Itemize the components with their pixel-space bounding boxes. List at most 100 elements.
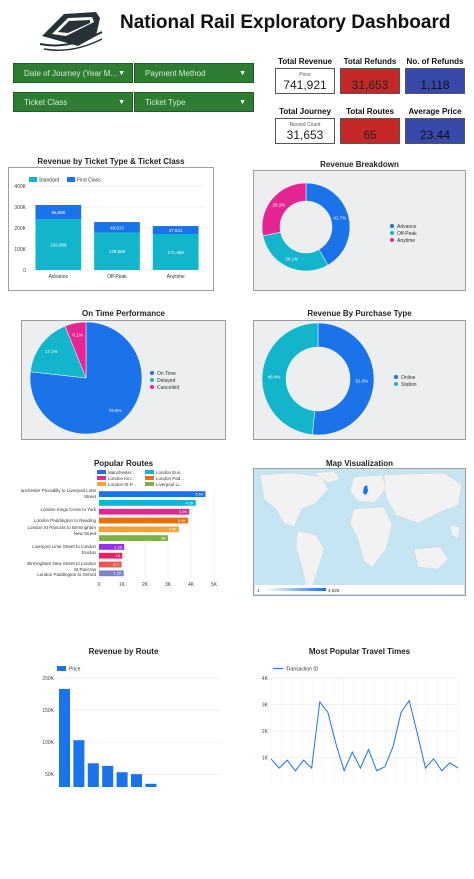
legend-label: Cancelled (157, 385, 179, 391)
travel-times-chart: Transaction ID 1K 2K 3K 4K (262, 667, 459, 784)
y-tick-label: 200K (42, 676, 54, 682)
payment-filter-label: Payment Method (145, 69, 206, 78)
y-tick-label: St Pancras (74, 567, 97, 572)
route-bar (99, 544, 125, 550)
legend-label: Anytime (397, 238, 415, 244)
y-tick-label: Street (84, 494, 97, 499)
legend-dot (150, 378, 154, 382)
x-tick-label: 0 (98, 582, 101, 588)
ticket-class-filter[interactable]: Ticket Class ▼ (13, 92, 133, 112)
y-tick-label: 100K (14, 247, 26, 253)
legend-swatch (57, 666, 66, 671)
chevron-down-icon: ▼ (239, 70, 246, 77)
ticket-class-filter-label: Ticket Class (24, 98, 68, 107)
legend-label: Manchester... (108, 470, 135, 475)
total-revenue-sublabel: Price (299, 72, 311, 78)
legend-label: First Class (77, 178, 101, 184)
total-journey-label: Total Journey (279, 107, 331, 116)
legend-label: Standard (39, 178, 60, 184)
slice-label: 41.7% (333, 215, 346, 220)
slice-label: 76.8% (109, 408, 122, 413)
x-tick-label: Anytime (167, 274, 185, 280)
bar (59, 688, 70, 787)
total-routes-label: Total Routes (346, 107, 394, 116)
bar (131, 774, 142, 787)
y-tick-label: 400K (14, 184, 26, 190)
num-refunds-label: No. of Refunds (406, 57, 464, 66)
route-bar (99, 552, 123, 559)
slice-label: 48.4% (268, 374, 281, 379)
average-price-label: Average Price (408, 107, 462, 116)
legend-label: Price (69, 667, 81, 673)
data-label: 171,468 (168, 250, 185, 255)
bar-segment (35, 204, 82, 219)
scale-min-label: 1 (257, 588, 260, 593)
legend-swatch (145, 482, 154, 486)
data-label: 37,841 (169, 228, 183, 233)
route-bar (99, 517, 189, 524)
revenue-ticket-panel: 0 100K 200K 300K 400K Standard First Class 242,… (8, 167, 214, 291)
y-tick-label: 100K (42, 740, 54, 746)
land-mass (349, 474, 387, 504)
total-journey-value: 31,653 (286, 128, 324, 142)
bar (73, 740, 85, 787)
data-label: 4.6K (195, 492, 204, 497)
legend-dot (394, 382, 398, 386)
date-of-journey-filter[interactable]: Date of Journey (Year M... ▼ (13, 63, 133, 83)
bar (116, 772, 128, 787)
total-journey-sublabel: Record Count (289, 122, 321, 128)
data-label: 178,666 (109, 249, 126, 254)
series-line (270, 699, 459, 773)
legend-label: London Kin... (108, 476, 135, 481)
land-mass (349, 506, 393, 568)
y-tick-label: 150K (42, 708, 54, 714)
payment-method-filter[interactable]: Payment Method ▼ (134, 63, 254, 83)
map-chart: 1 4,628 (254, 469, 465, 595)
map-title: Map Visualization (326, 459, 393, 468)
data-label: 1.1K (114, 544, 123, 549)
legend-label: Delayed (157, 378, 176, 384)
route-bar (99, 526, 179, 533)
legend-label: Online (401, 375, 416, 381)
total-refunds-value: 31,653 (351, 78, 389, 92)
x-tick-label: 2K (142, 582, 149, 588)
y-tick-label: Manchester Piccadilly to Liverpool Lime (21, 488, 96, 493)
average-price-card: 23.44 (405, 118, 465, 144)
num-refunds-value: 1,118 (420, 78, 450, 92)
pie-slice (30, 325, 87, 379)
y-tick-label: 200K (14, 226, 26, 232)
bar-segment (94, 232, 140, 270)
total-routes-card: 65 (340, 118, 400, 144)
revenue-ticket-chart: 0 100K 200K 300K 400K Standard First Class 242,… (14, 177, 205, 280)
color-scale (266, 588, 326, 591)
legend-dot (390, 231, 394, 235)
legend-swatch (145, 470, 154, 474)
ticket-type-filter[interactable]: Ticket Type ▼ (134, 92, 254, 112)
y-tick-label: 2K (262, 729, 269, 735)
land-mass (449, 524, 461, 540)
x-tick-label: 4K (188, 582, 195, 588)
slice-label: 17.1% (45, 349, 58, 354)
land-mass (313, 470, 341, 484)
route-bar (99, 500, 196, 506)
uk-region (363, 485, 368, 495)
slice-label: 6.1% (73, 333, 83, 338)
y-tick-label: New Street (74, 531, 97, 536)
average-price-value: 23.44 (419, 128, 451, 142)
map-panel[interactable]: 1 4,628 (253, 468, 466, 596)
total-refunds-label: Total Refunds (343, 57, 397, 66)
x-tick-label: 1K (119, 582, 126, 588)
land-mass (259, 472, 329, 528)
legend-label: London St P... (108, 482, 136, 487)
y-tick-label: Euston (82, 550, 97, 555)
legend-swatch (97, 476, 106, 480)
y-tick-label: London Paddington to Reading (34, 518, 97, 523)
data-label: 4.2K (186, 500, 195, 505)
data-label: 1K (115, 553, 120, 558)
pie-slice (261, 322, 319, 435)
train-icon (39, 12, 103, 51)
pie-slice (29, 321, 143, 435)
pie-slice (261, 182, 307, 237)
pie-slice (64, 321, 87, 379)
